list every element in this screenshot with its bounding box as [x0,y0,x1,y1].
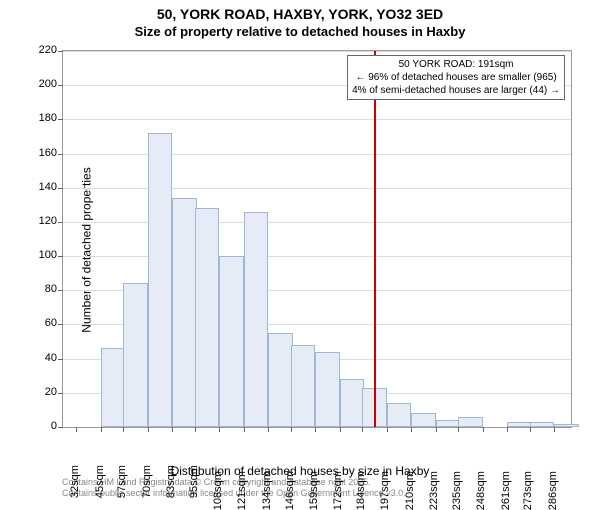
annotation-box: 50 YORK ROAD: 191sqm ← 96% of detached h… [347,55,565,100]
xtick-label: 32sqm [69,432,81,476]
histogram-bar [123,283,147,427]
attribution-line2: Contains public sector information licen… [62,488,406,498]
ytick-mark [58,51,63,52]
histogram-bar [268,333,292,427]
annotation-line3: 4% of semi-detached houses are larger (4… [352,84,560,97]
histogram-bar [387,403,411,427]
xtick-label: 273sqm [523,432,535,476]
ytick-label: 80 [17,283,57,295]
histogram-bar [148,133,172,427]
xtick-label: 95sqm [188,432,200,476]
xtick-label: 83sqm [165,432,177,476]
ytick-label: 40 [17,352,57,364]
xtick-label: 121sqm [237,432,249,476]
ytick-label: 160 [17,147,57,159]
histogram-bar [530,422,554,427]
annotation-line2: ← 96% of detached houses are smaller (96… [352,71,560,84]
histogram-bar [507,422,531,427]
histogram-bar [340,379,364,427]
gridline [63,119,571,120]
histogram-bar [411,413,435,427]
ytick-label: 140 [17,181,57,193]
ytick-label: 120 [17,215,57,227]
xtick-label: 57sqm [116,432,128,476]
ytick-mark [58,324,63,325]
xtick-label: 197sqm [380,432,392,476]
histogram-bar [244,212,268,427]
ytick-label: 20 [17,386,57,398]
ytick-mark [58,85,63,86]
ytick-mark [58,154,63,155]
xtick-label: 159sqm [308,432,320,476]
gridline [63,188,571,189]
xtick-label: 210sqm [404,432,416,476]
xtick-label: 184sqm [355,432,367,476]
histogram-bar [315,352,339,427]
xtick-label: 134sqm [261,432,273,476]
ytick-label: 60 [17,317,57,329]
histogram-chart: 50, YORK ROAD, HAXBY, YORK, YO32 3ED Siz… [0,0,600,500]
ytick-mark [58,359,63,360]
xtick-label: 45sqm [94,432,106,476]
xtick-label: 248sqm [476,432,488,476]
histogram-bar [195,208,219,427]
xtick-label: 223sqm [429,432,441,476]
histogram-bar [172,198,196,427]
attribution-line1: Contains HM Land Registry data © Crown c… [62,477,406,487]
ytick-mark [58,256,63,257]
xtick-label: 108sqm [212,432,224,476]
attribution-text: Contains HM Land Registry data © Crown c… [62,477,406,498]
ytick-label: 100 [17,249,57,261]
ytick-label: 0 [17,420,57,432]
gridline [63,154,571,155]
plot-area: 50 YORK ROAD: 191sqm ← 96% of detached h… [62,50,572,428]
histogram-bar [291,345,315,427]
ytick-label: 180 [17,112,57,124]
ytick-mark [58,427,63,428]
annotation-line1: 50 YORK ROAD: 191sqm [352,58,560,71]
gridline [63,256,571,257]
ytick-label: 220 [17,44,57,56]
gridline [63,222,571,223]
chart-title-line2: Size of property relative to detached ho… [0,24,600,39]
xtick-label: 286sqm [547,432,559,476]
xtick-label: 235sqm [451,432,463,476]
xtick-label: 146sqm [284,432,296,476]
ytick-mark [58,290,63,291]
chart-title-line1: 50, YORK ROAD, HAXBY, YORK, YO32 3ED [0,6,600,22]
ytick-mark [58,188,63,189]
histogram-bar [554,424,578,427]
ytick-label: 200 [17,78,57,90]
xtick-label: 70sqm [141,432,153,476]
histogram-bar [458,417,482,427]
histogram-bar [101,348,125,427]
histogram-bar [436,420,460,427]
indicator-line [374,51,376,427]
histogram-bar [219,256,243,427]
ytick-mark [58,222,63,223]
gridline [63,51,571,52]
xtick-label: 261sqm [500,432,512,476]
xtick-label: 172sqm [333,432,345,476]
ytick-mark [58,393,63,394]
ytick-mark [58,119,63,120]
